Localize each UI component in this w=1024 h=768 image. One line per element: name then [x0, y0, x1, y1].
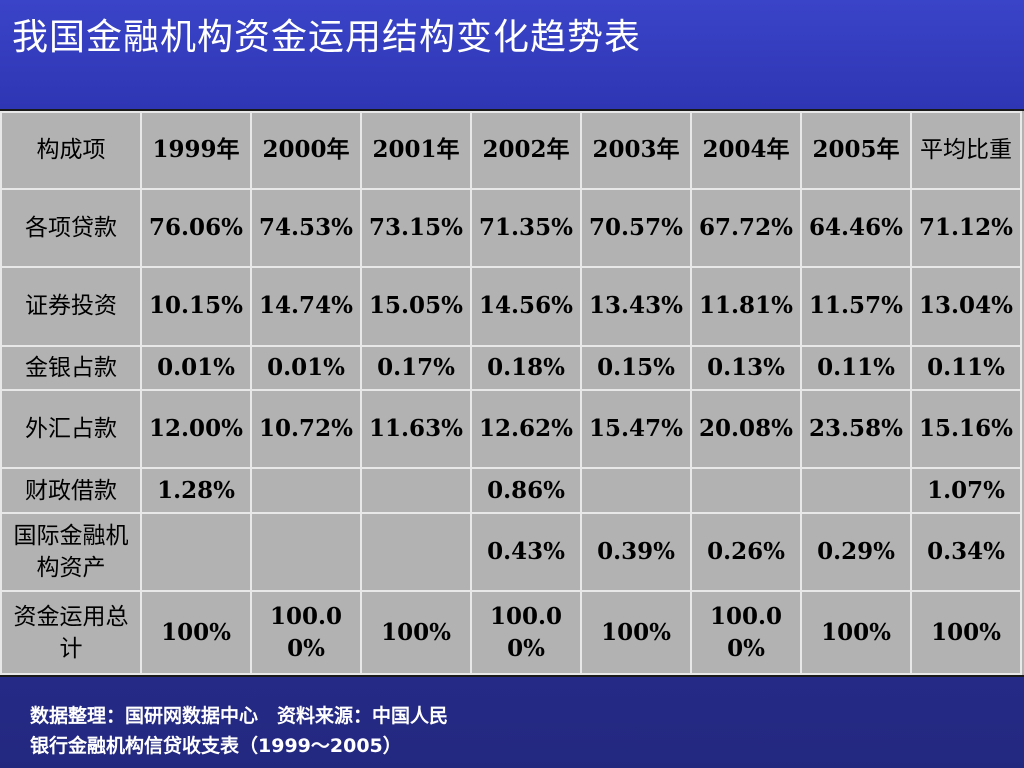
table-cell: 1.28%	[140, 467, 252, 514]
table-cell: 11.63%	[360, 388, 472, 470]
table-cell	[360, 511, 472, 593]
table-cell: 0.11%	[910, 344, 1022, 391]
table-cell: 0.17%	[360, 344, 472, 391]
row-label: 财政借款	[0, 467, 142, 514]
table-cell: 67.72%	[690, 187, 802, 269]
table-cell: 0.15%	[580, 344, 692, 391]
table-cell: 11.81%	[690, 266, 802, 347]
table-cell: 13.04%	[910, 266, 1022, 347]
table-cell: 14.74%	[250, 266, 362, 347]
table-row: 国际金融机构资产 0.43% 0.39% 0.26% 0.29% 0.34%	[0, 511, 1022, 593]
table-cell: 0.29%	[800, 511, 912, 593]
header-cell-2005: 2005年	[800, 111, 912, 190]
source-note-line-1: 数据整理：国研网数据中心 资料来源：中国人民	[30, 705, 449, 727]
table-cell: 0.18%	[470, 344, 582, 391]
header-cell-item: 构成项	[0, 111, 142, 190]
table-row: 财政借款 1.28% 0.86% 1.07%	[0, 467, 1022, 514]
table-cell: 11.57%	[800, 266, 912, 347]
row-label: 金银占款	[0, 344, 142, 391]
fund-structure-table: 构成项 1999年 2000年 2001年 2002年 2003年 2004年 …	[0, 111, 1022, 675]
table-cell: 0.01%	[250, 344, 362, 391]
table-cell: 10.15%	[140, 266, 252, 347]
table-cell: 0.43%	[470, 511, 582, 593]
row-label: 各项贷款	[0, 187, 142, 269]
table-header-row: 构成项 1999年 2000年 2001年 2002年 2003年 2004年 …	[0, 111, 1022, 190]
table-row: 证券投资 10.15% 14.74% 15.05% 14.56% 13.43% …	[0, 266, 1022, 347]
source-note-line-2: 银行金融机构信贷收支表（1999～2005）	[30, 735, 402, 757]
table-cell: 100%	[580, 590, 692, 675]
table-cell: 15.47%	[580, 388, 692, 470]
table-cell: 20.08%	[690, 388, 802, 470]
header-cell-average: 平均比重	[910, 111, 1022, 190]
table-cell: 15.05%	[360, 266, 472, 347]
table-cell: 100.00%	[690, 590, 802, 675]
header-cell-2003: 2003年	[580, 111, 692, 190]
table-row: 外汇占款 12.00% 10.72% 11.63% 12.62% 15.47% …	[0, 388, 1022, 470]
table-cell: 100%	[800, 590, 912, 675]
table-cell	[250, 511, 362, 593]
table-cell: 100%	[360, 590, 472, 675]
table-cell	[140, 511, 252, 593]
table-cell: 0.13%	[690, 344, 802, 391]
table-cell: 0.86%	[470, 467, 582, 514]
header-cell-2004: 2004年	[690, 111, 802, 190]
table-row: 各项贷款 76.06% 74.53% 73.15% 71.35% 70.57% …	[0, 187, 1022, 269]
table-cell: 76.06%	[140, 187, 252, 269]
table-cell	[250, 467, 362, 514]
table-cell: 71.35%	[470, 187, 582, 269]
table-cell	[360, 467, 472, 514]
table-cell	[580, 467, 692, 514]
table-cell: 100%	[140, 590, 252, 675]
table-cell: 23.58%	[800, 388, 912, 470]
table-cell: 100.00%	[250, 590, 362, 675]
table-cell	[690, 467, 802, 514]
table-cell: 100.00%	[470, 590, 582, 675]
table-cell: 73.15%	[360, 187, 472, 269]
table-cell: 12.00%	[140, 388, 252, 470]
source-note: 数据整理：国研网数据中心 资料来源：中国人民 银行金融机构信贷收支表（1999～…	[30, 701, 590, 761]
header-cell-1999: 1999年	[140, 111, 252, 190]
row-label: 国际金融机构资产	[0, 511, 142, 593]
header-cell-2000: 2000年	[250, 111, 362, 190]
header-cell-2002: 2002年	[470, 111, 582, 190]
table-cell: 64.46%	[800, 187, 912, 269]
table-cell: 12.62%	[470, 388, 582, 470]
row-label: 证券投资	[0, 266, 142, 347]
table-cell: 0.01%	[140, 344, 252, 391]
table-cell: 15.16%	[910, 388, 1022, 470]
table-cell: 100%	[910, 590, 1022, 675]
table-cell: 13.43%	[580, 266, 692, 347]
table-cell: 0.11%	[800, 344, 912, 391]
table-cell: 0.34%	[910, 511, 1022, 593]
table-cell: 14.56%	[470, 266, 582, 347]
table-cell: 70.57%	[580, 187, 692, 269]
table-cell: 10.72%	[250, 388, 362, 470]
table-cell: 1.07%	[910, 467, 1022, 514]
slide-title: 我国金融机构资金运用结构变化趋势表	[12, 17, 642, 58]
data-table-container: 构成项 1999年 2000年 2001年 2002年 2003年 2004年 …	[0, 109, 1024, 677]
table-row: 金银占款 0.01% 0.01% 0.17% 0.18% 0.15% 0.13%…	[0, 344, 1022, 391]
table-cell: 71.12%	[910, 187, 1022, 269]
table-cell: 0.39%	[580, 511, 692, 593]
row-label: 外汇占款	[0, 388, 142, 470]
table-row-total: 资金运用总计 100% 100.00% 100% 100.00% 100% 10…	[0, 590, 1022, 675]
table-cell: 0.26%	[690, 511, 802, 593]
table-cell: 74.53%	[250, 187, 362, 269]
table-cell	[800, 467, 912, 514]
header-cell-2001: 2001年	[360, 111, 472, 190]
row-label: 资金运用总计	[0, 590, 142, 675]
